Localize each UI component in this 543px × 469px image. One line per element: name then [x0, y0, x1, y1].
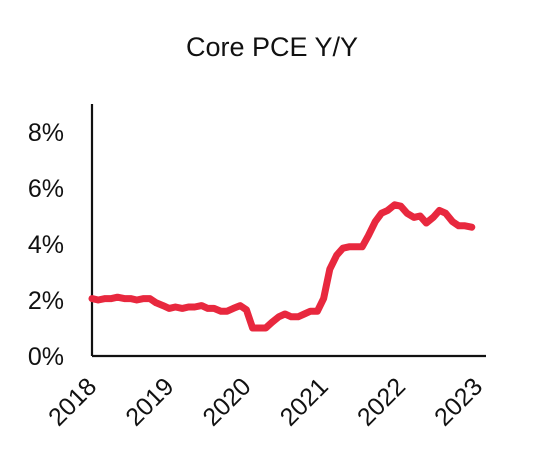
x-tick-label: 2021	[275, 372, 334, 431]
x-tick-label: 2018	[43, 372, 102, 431]
y-tick-label: 0%	[28, 343, 64, 371]
core-pce-series-line	[88, 201, 476, 332]
y-axis-ticks: 0% 2% 4% 6% 8%	[28, 119, 64, 371]
y-tick-label: 4%	[28, 231, 64, 259]
y-tick-label: 8%	[28, 119, 64, 147]
x-tick-label: 2020	[198, 372, 257, 431]
x-tick-label: 2023	[429, 372, 488, 431]
x-tick-label: 2022	[352, 372, 411, 431]
y-tick-label: 6%	[28, 175, 64, 203]
y-tick-label: 2%	[28, 287, 64, 315]
x-axis-ticks: 2018 2019 2020 2021 2022 2023	[43, 372, 488, 431]
chart-title: Core PCE Y/Y	[186, 32, 358, 62]
x-tick-label: 2019	[120, 372, 179, 431]
